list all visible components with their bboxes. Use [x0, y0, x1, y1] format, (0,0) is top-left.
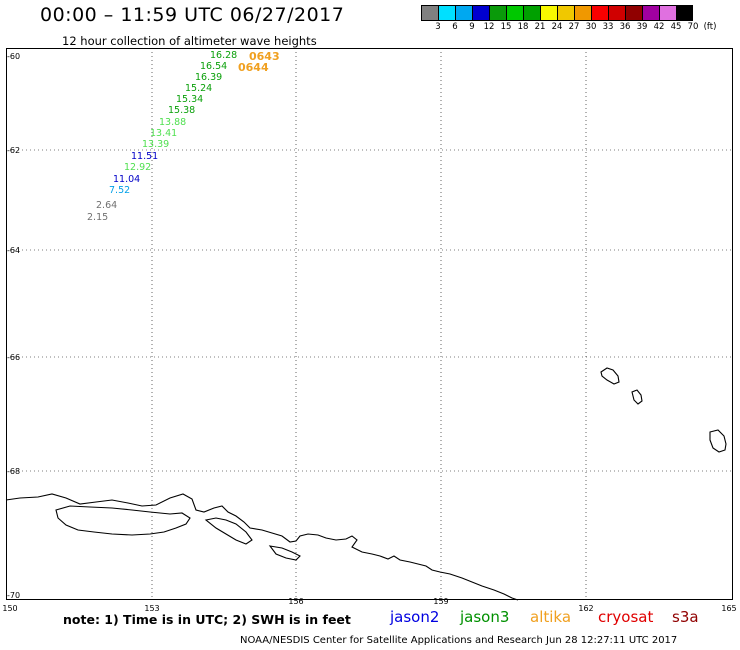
legend-label: 12	[483, 22, 495, 32]
lon-label: 156	[288, 597, 303, 606]
island-b	[631, 389, 643, 405]
pass-time-label: 0644	[238, 61, 269, 74]
legend-label: 45	[670, 22, 682, 32]
legend-label: 24	[551, 22, 563, 32]
wave-height-label: 16.39	[195, 72, 223, 83]
legend-label: 36	[619, 22, 631, 32]
legend-swatch	[438, 5, 455, 21]
lat-label: -62	[7, 146, 20, 155]
wave-height-label: 16.54	[200, 61, 228, 72]
wave-height-label: 7.52	[109, 185, 131, 196]
legend-swatch	[557, 5, 574, 21]
legend-swatch	[608, 5, 625, 21]
legend-label: 21	[534, 22, 546, 32]
legend-swatch	[489, 5, 506, 21]
coast-peninsula	[204, 517, 253, 545]
island-c	[709, 429, 727, 453]
satellite-name: s3a	[672, 608, 699, 626]
wave-height-label: 12.92	[124, 162, 152, 173]
graticule	[6, 48, 733, 600]
footer-credit: NOAA/NESDIS Center for Satellite Applica…	[240, 635, 678, 646]
lat-label: -64	[7, 246, 20, 255]
legend-label: 18	[517, 22, 529, 32]
map-frame	[6, 48, 733, 600]
legend-swatch	[676, 5, 693, 21]
legend-label: 30	[585, 22, 597, 32]
footer-note: note: 1) Time is in UTC; 2) SWH is in fe…	[63, 612, 351, 627]
legend-label: 70	[687, 22, 699, 32]
lat-label: -70	[7, 591, 20, 600]
legend-swatch	[455, 5, 472, 21]
wave-height-label: 16.28	[210, 50, 238, 61]
wave-height-label: 2.64	[96, 200, 118, 211]
legend-swatch	[642, 5, 659, 21]
lat-label: -60	[7, 52, 20, 61]
coastline	[5, 367, 727, 601]
wave-height-label: 13.41	[150, 128, 178, 139]
color-scale-legend	[421, 5, 693, 21]
satellite-name: jason3	[460, 608, 510, 626]
lon-label: 159	[433, 597, 448, 606]
map-title: 00:00 – 11:59 UTC 06/27/2017	[40, 4, 345, 26]
wave-height-label: 13.88	[159, 117, 187, 128]
lon-label: 150	[2, 604, 17, 613]
lon-label: 165	[721, 604, 736, 613]
legend-swatch	[540, 5, 557, 21]
legend-swatch	[506, 5, 523, 21]
wave-height-label: 15.24	[185, 83, 213, 94]
legend-label: (ft)	[703, 22, 717, 32]
legend-swatch	[472, 5, 489, 21]
legend-label: 27	[568, 22, 580, 32]
antarctic-coast	[5, 493, 519, 601]
legend-swatch	[659, 5, 676, 21]
wave-height-label: 15.38	[168, 105, 196, 116]
legend-swatch	[421, 5, 438, 21]
legend-label: 9	[469, 22, 475, 32]
pass-time-label: 0643	[249, 50, 280, 63]
legend-label: 3	[435, 22, 441, 32]
wave-height-label: 13.39	[142, 139, 170, 150]
wave-height-label: 11.51	[131, 151, 159, 162]
legend-swatch	[523, 5, 540, 21]
legend-label: 15	[500, 22, 512, 32]
legend-label: 6	[452, 22, 458, 32]
legend-label: 42	[653, 22, 665, 32]
map-subtitle: 12 hour collection of altimeter wave hei…	[62, 34, 317, 48]
latitude-labels: -60 -62 -64 -66 -68 -70	[7, 52, 20, 600]
legend-swatch	[574, 5, 591, 21]
lon-label: 153	[144, 604, 159, 613]
legend-swatch	[591, 5, 608, 21]
satellite-name: cryosat	[598, 608, 654, 626]
legend-swatch	[625, 5, 642, 21]
lon-label: 162	[578, 604, 593, 613]
coast-spit	[268, 545, 301, 561]
coast-inlet-ridge	[55, 505, 191, 536]
wave-height-label: 2.15	[87, 212, 109, 223]
lat-label: -68	[7, 467, 20, 476]
wave-height-label: 15.34	[176, 94, 204, 105]
wave-height-label: 11.04	[113, 174, 141, 185]
island-a	[600, 367, 620, 385]
legend-label: 39	[636, 22, 648, 32]
satellite-name: altika	[530, 608, 572, 626]
longitude-labels: 150 153 156 159 162 165	[2, 597, 736, 613]
legend-label: 33	[602, 22, 614, 32]
lat-label: -66	[7, 353, 20, 362]
satellite-name: jason2	[390, 608, 440, 626]
